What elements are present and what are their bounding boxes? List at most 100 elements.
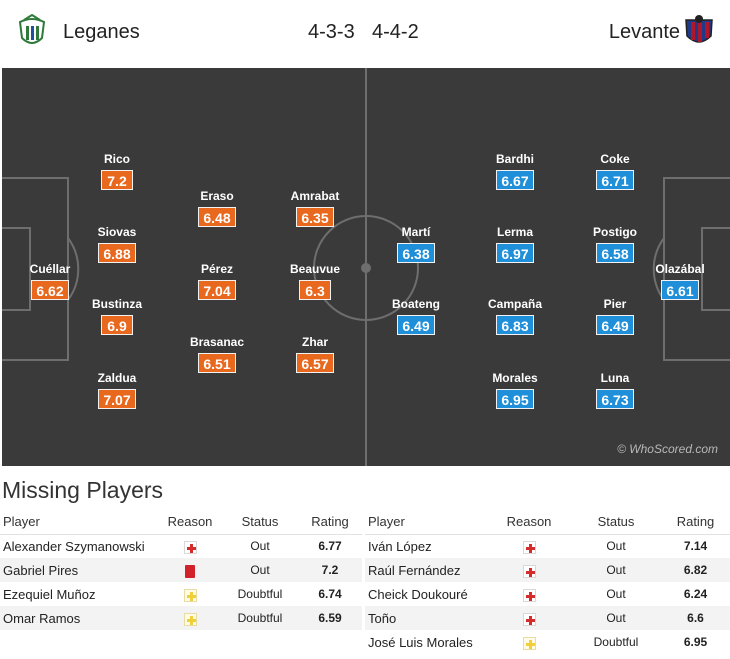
- rating: 6.6: [661, 606, 730, 630]
- player-home-def-3[interactable]: Bustinza 6.9: [77, 297, 157, 336]
- table-row[interactable]: Gabriel Pires Out 7.2: [0, 558, 362, 582]
- col-player: Player: [0, 510, 158, 535]
- col-status: Status: [222, 510, 298, 535]
- player-home-fwd-3[interactable]: Zhar 6.57: [275, 335, 355, 374]
- player-rating: 7.2: [101, 170, 133, 190]
- table-header-row: Player Reason Status Rating: [365, 510, 730, 535]
- player-rating: 6.73: [596, 389, 634, 409]
- status: Out: [606, 539, 626, 554]
- injury-icon: [522, 612, 536, 626]
- away-team-name[interactable]: Levante: [608, 21, 680, 43]
- player-name: Amrabat: [290, 189, 340, 203]
- player-name: Martí: [401, 225, 431, 239]
- pitch: Cuéllar 6.62 Rico 7.2 Siovas 6.88 Bustin…: [2, 68, 730, 466]
- player-away-def-2[interactable]: Postigo 6.58: [575, 225, 655, 264]
- home-formation: 4-3-3: [308, 21, 355, 43]
- rating: 7.14: [683, 539, 708, 554]
- rating: 6.77: [318, 539, 342, 554]
- missing-table-home: Player Reason Status Rating Alexander Sz…: [0, 510, 362, 630]
- table-header-row: Player Reason Status Rating: [0, 510, 362, 535]
- player-name: Bustinza: [91, 297, 142, 311]
- table-row[interactable]: Omar Ramos Doubtful 6.59: [0, 606, 362, 630]
- player-name: Postigo: [593, 225, 637, 239]
- leganes-crest-icon[interactable]: [16, 14, 48, 50]
- levante-crest-icon[interactable]: [683, 14, 715, 50]
- table-row[interactable]: Alexander Szymanowski Out 6.77: [0, 534, 362, 558]
- col-player: Player: [365, 510, 487, 535]
- player-home-def-1[interactable]: Rico 7.2: [77, 152, 157, 191]
- player-away-mid-3[interactable]: Campaña 6.83: [475, 297, 555, 336]
- player-away-gk[interactable]: Olazábal 6.61: [640, 262, 720, 301]
- player-name: Boateng: [392, 297, 440, 311]
- player-name[interactable]: Alexander Szymanowski: [3, 538, 145, 554]
- player-home-mid-2[interactable]: Pérez 7.04: [177, 262, 257, 301]
- table-row[interactable]: Iván López Out 7.14: [365, 534, 730, 558]
- rating: 7.2: [298, 558, 362, 582]
- player-rating: 6.88: [98, 243, 136, 263]
- player-rating: 6.49: [397, 315, 435, 335]
- player-name[interactable]: Gabriel Pires: [0, 558, 158, 582]
- player-away-def-4[interactable]: Luna 6.73: [575, 371, 655, 410]
- player-away-fwd-2[interactable]: Boateng 6.49: [376, 297, 456, 336]
- table-row[interactable]: Toño Out 6.6: [365, 606, 730, 630]
- player-away-mid-2[interactable]: Lerma 6.97: [475, 225, 555, 264]
- home-team-name[interactable]: Leganes: [63, 21, 140, 43]
- doubtful-icon: [522, 636, 536, 650]
- table-row[interactable]: José Luis Morales Doubtful 6.95: [365, 630, 730, 654]
- doubtful-icon: [183, 612, 197, 626]
- player-name: Campaña: [487, 297, 543, 311]
- status: Out: [571, 606, 661, 630]
- player-away-mid-4[interactable]: Morales 6.95: [475, 371, 555, 410]
- player-home-gk[interactable]: Cuéllar 6.62: [10, 262, 90, 301]
- player-name[interactable]: Omar Ramos: [0, 606, 158, 630]
- injury-icon: [522, 564, 536, 578]
- player-name[interactable]: Iván López: [368, 538, 432, 554]
- col-rating: Rating: [661, 510, 730, 535]
- player-name[interactable]: José Luis Morales: [368, 634, 473, 650]
- rating: 6.82: [661, 558, 730, 582]
- player-away-mid-1[interactable]: Bardhi 6.67: [475, 152, 555, 191]
- status: Out: [571, 558, 661, 582]
- player-name: Eraso: [200, 189, 234, 203]
- player-home-def-4[interactable]: Zaldua 7.07: [77, 371, 157, 410]
- player-name[interactable]: Cheick Doukouré: [368, 586, 468, 602]
- player-name: Coke: [600, 152, 630, 166]
- player-home-mid-3[interactable]: Brasanac 6.51: [177, 335, 257, 374]
- col-status: Status: [571, 510, 661, 535]
- player-name: Rico: [103, 152, 130, 166]
- table-row[interactable]: Ezequiel Muñoz Doubtful 6.74: [0, 582, 362, 606]
- player-home-fwd-2[interactable]: Beauvue 6.3: [275, 262, 355, 301]
- player-name[interactable]: Ezequiel Muñoz: [3, 586, 96, 602]
- injury-icon: [183, 540, 197, 554]
- col-rating: Rating: [298, 510, 362, 535]
- player-rating: 6.61: [661, 280, 699, 300]
- player-away-def-3[interactable]: Pier 6.49: [575, 297, 655, 336]
- status: Out: [222, 558, 298, 582]
- injury-icon: [522, 588, 536, 602]
- player-name: Siovas: [97, 225, 137, 239]
- player-name[interactable]: Raúl Fernández: [365, 558, 487, 582]
- watermark: © WhoScored.com: [617, 442, 718, 456]
- col-reason: Reason: [158, 510, 222, 535]
- player-home-def-2[interactable]: Siovas 6.88: [77, 225, 157, 264]
- player-rating: 6.95: [496, 389, 534, 409]
- injury-icon: [522, 540, 536, 554]
- player-rating: 7.07: [98, 389, 136, 409]
- pitch-markings: [2, 68, 730, 466]
- player-name: Zhar: [301, 335, 328, 349]
- red-card-icon: [185, 564, 195, 578]
- table-row[interactable]: Cheick Doukouré Out 6.24: [365, 582, 730, 606]
- player-rating: 6.49: [596, 315, 634, 335]
- missing-table-away: Player Reason Status Rating Iván López O…: [365, 510, 730, 654]
- rating: 6.24: [683, 587, 708, 601]
- player-name: Morales: [492, 371, 538, 385]
- away-formation: 4-4-2: [372, 21, 419, 43]
- table-row[interactable]: Raúl Fernández Out 6.82: [365, 558, 730, 582]
- player-away-fwd-1[interactable]: Martí 6.38: [376, 225, 456, 264]
- player-name[interactable]: Toño: [365, 606, 487, 630]
- col-reason: Reason: [487, 510, 571, 535]
- player-home-mid-1[interactable]: Eraso 6.48: [177, 189, 257, 228]
- status: Doubtful: [237, 587, 283, 601]
- player-home-fwd-1[interactable]: Amrabat 6.35: [275, 189, 355, 228]
- player-away-def-1[interactable]: Coke 6.71: [575, 152, 655, 191]
